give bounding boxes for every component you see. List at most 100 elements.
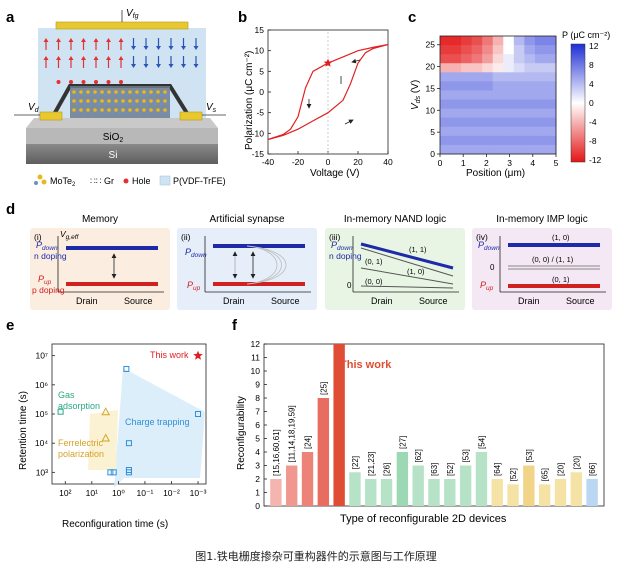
heat-cell xyxy=(492,81,504,91)
y-tick-label: 10⁶ xyxy=(35,380,48,390)
graphene-icon: ∷∷ xyxy=(90,176,102,186)
heat-cell xyxy=(450,90,462,101)
te-atom xyxy=(100,90,104,94)
loop-arrow-bottom xyxy=(344,119,354,125)
subpanel-num: (ii) xyxy=(181,232,191,242)
te-atom xyxy=(163,108,167,112)
colorbar-tick-label: 12 xyxy=(589,41,599,51)
heat-cell xyxy=(450,72,462,82)
si-substrate xyxy=(26,144,218,164)
heat-cell xyxy=(503,135,515,146)
bar xyxy=(459,465,472,506)
te-atom xyxy=(100,108,104,112)
heatmap xyxy=(440,36,557,155)
ferro-point xyxy=(101,407,111,416)
te-atom xyxy=(128,90,132,94)
up-arrowhead xyxy=(43,56,49,60)
plot-b-ylabel: Polarization (μC cm⁻²) xyxy=(244,51,255,150)
heat-cell xyxy=(513,36,525,46)
mo-atom xyxy=(96,93,101,97)
heat-cell xyxy=(461,36,473,46)
y-tick-label: -15 xyxy=(252,149,265,159)
subpanel-3: In-memory NAND logic(iii)Drain SourcePdow… xyxy=(325,214,465,310)
bar-label: [26] xyxy=(383,463,392,476)
heat-cell xyxy=(545,90,557,101)
heat-cell xyxy=(503,72,515,82)
heat-cell xyxy=(440,45,452,55)
plot-e-xlabel: Reconfiguration time (s) xyxy=(62,519,168,530)
x-tick-label: 10⁻³ xyxy=(190,488,207,498)
panel-a: a Vfg SiO2 Si Vd Vs MoTe2 xyxy=(6,8,226,188)
heat-cell xyxy=(503,99,515,110)
te-atom xyxy=(135,90,139,94)
hole-dot xyxy=(119,80,123,84)
legend-pvdf: P(VDF-TrFE) xyxy=(173,176,226,186)
heat-cell xyxy=(534,63,546,73)
bar xyxy=(333,344,345,506)
charge-trapping-label: Charge trapping xyxy=(125,417,190,427)
te-atom xyxy=(86,90,90,94)
state-10: (1, 0) xyxy=(407,267,425,276)
heat-cell xyxy=(482,108,494,119)
te-atom xyxy=(107,108,111,112)
heat-cell xyxy=(545,36,557,46)
y-tick-label: 0 xyxy=(430,149,435,159)
heat-cell xyxy=(534,126,546,137)
synapse-curve xyxy=(246,245,282,285)
te-atom xyxy=(128,108,132,112)
bar-label: [53] xyxy=(462,449,471,462)
bar xyxy=(570,472,582,506)
heat-cell xyxy=(492,54,504,64)
heat-cell xyxy=(492,45,504,55)
heat-cell xyxy=(545,126,557,137)
synapse-curve xyxy=(246,245,287,285)
te-atom xyxy=(114,99,118,103)
plot-f-bars: [15,16,60,61] [11,14,18,19,59] [24] [25] [22… xyxy=(270,344,598,506)
bar xyxy=(554,479,567,506)
mo-atom xyxy=(75,111,80,115)
mo-atom xyxy=(110,93,115,97)
bar xyxy=(317,398,330,506)
up-arrowhead xyxy=(81,38,86,42)
panel-e: e 10² 10¹ 10⁰ 10⁻¹ 10⁻² 10⁻³ 10³ 10⁴ 10⁵ 10⁶ 10⁷ T… xyxy=(6,317,207,530)
x-tick-label: -20 xyxy=(292,157,305,167)
te-atom xyxy=(121,99,125,103)
heat-cell xyxy=(503,63,515,73)
state-11-line xyxy=(360,242,454,270)
heat-cell xyxy=(440,36,452,46)
te-atom xyxy=(72,99,76,103)
bar-label: [27] xyxy=(398,436,407,449)
heat-cell xyxy=(545,135,557,146)
heat-cell xyxy=(534,54,546,64)
up-arrowhead xyxy=(56,56,61,60)
y-tick-label: 1 xyxy=(255,488,260,498)
plot-e-axes: 10² 10¹ 10⁰ 10⁻¹ 10⁻² 10⁻³ 10³ 10⁴ 10⁵ 10⁶ 10⁷ xyxy=(35,351,207,498)
data-point xyxy=(57,408,64,415)
heat-cell xyxy=(440,54,452,64)
heat-cell xyxy=(482,72,494,82)
down-arrowhead xyxy=(168,46,174,50)
heat-cell xyxy=(450,36,462,46)
mo-atom xyxy=(96,111,101,115)
p-up-sub: up xyxy=(193,285,201,292)
x-tick-label: 10⁻² xyxy=(163,488,180,498)
mo-atom xyxy=(82,111,87,115)
bar-label: [64] xyxy=(493,463,502,476)
heat-cell xyxy=(471,36,483,46)
p-up-sub: up xyxy=(44,279,52,286)
heat-cell xyxy=(524,45,536,55)
bar xyxy=(349,472,361,506)
heat-cell xyxy=(534,45,546,55)
data-point xyxy=(107,469,114,476)
bar-label: [20] xyxy=(556,463,565,476)
te-atom xyxy=(142,108,146,112)
heat-cell xyxy=(524,144,536,155)
plot-e-ylabel: Retention time (s) xyxy=(18,391,29,470)
mo-atom xyxy=(110,102,115,106)
x-tick-label: 0 xyxy=(326,157,331,167)
zero-label: 0 xyxy=(347,281,352,290)
plot-f-ylabel: Reconfigurability xyxy=(236,396,247,470)
n-doping-label: n doping xyxy=(329,251,362,261)
heat-cell xyxy=(503,45,515,55)
